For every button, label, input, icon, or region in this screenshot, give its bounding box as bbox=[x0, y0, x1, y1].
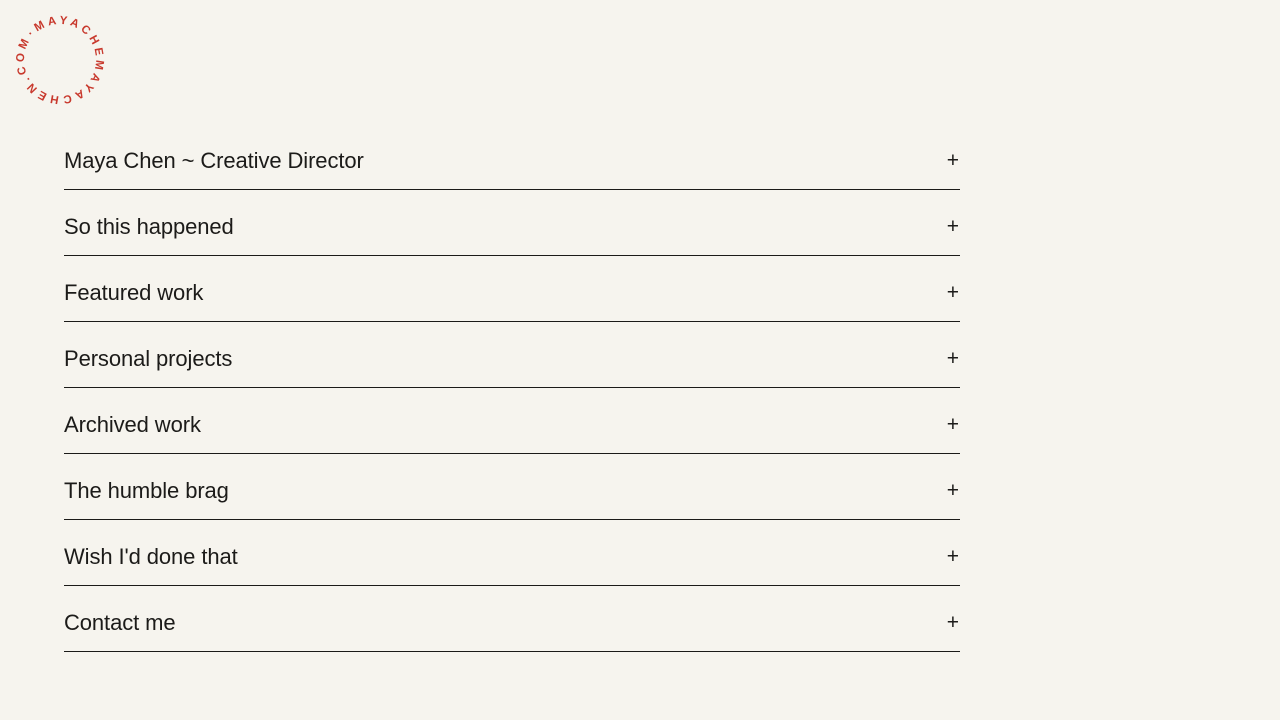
plus-icon[interactable]: + bbox=[946, 611, 959, 634]
accordion-item-so-this-happened[interactable]: So this happened + bbox=[64, 190, 960, 256]
accordion-item-label: Personal projects bbox=[64, 345, 233, 371]
accordion-item-label: The humble brag bbox=[64, 477, 229, 503]
circular-logo-text: ·MAYACHEMAYACHEN.COM bbox=[0, 0, 124, 124]
accordion-item-personal-projects[interactable]: Personal projects + bbox=[64, 322, 960, 388]
accordion-item-label: Maya Chen ~ Creative Director bbox=[64, 147, 364, 173]
accordion-item-label: Featured work bbox=[64, 279, 204, 305]
accordion-item-wish-id-done-that[interactable]: Wish I'd done that + bbox=[64, 520, 960, 586]
circular-logo[interactable]: ·MAYACHEMAYACHEN.COM bbox=[0, 0, 139, 139]
accordion-item-label: Archived work bbox=[64, 411, 201, 437]
accordion-item-label: Contact me bbox=[64, 609, 176, 635]
plus-icon[interactable]: + bbox=[946, 281, 959, 304]
plus-icon[interactable]: + bbox=[946, 215, 959, 238]
accordion-item-maya-chen-creative-director[interactable]: Maya Chen ~ Creative Director + bbox=[64, 124, 960, 190]
accordion-item-featured-work[interactable]: Featured work + bbox=[64, 256, 960, 322]
accordion-item-label: So this happened bbox=[64, 213, 234, 239]
plus-icon[interactable]: + bbox=[946, 347, 959, 370]
plus-icon[interactable]: + bbox=[946, 149, 959, 172]
accordion-item-label: Wish I'd done that bbox=[64, 543, 238, 569]
plus-icon[interactable]: + bbox=[946, 413, 959, 436]
plus-icon[interactable]: + bbox=[946, 545, 959, 568]
circular-logo-textpath: ·MAYACHEMAYACHEN.COM bbox=[0, 0, 124, 124]
accordion-item-contact-me[interactable]: Contact me + bbox=[64, 586, 960, 652]
accordion-menu: Maya Chen ~ Creative Director + So this … bbox=[64, 124, 960, 652]
circular-logo-graphic: ·MAYACHEMAYACHEN.COM bbox=[0, 0, 124, 124]
accordion-item-archived-work[interactable]: Archived work + bbox=[64, 388, 960, 454]
accordion-item-the-humble-brag[interactable]: The humble brag + bbox=[64, 454, 960, 520]
plus-icon[interactable]: + bbox=[946, 479, 959, 502]
